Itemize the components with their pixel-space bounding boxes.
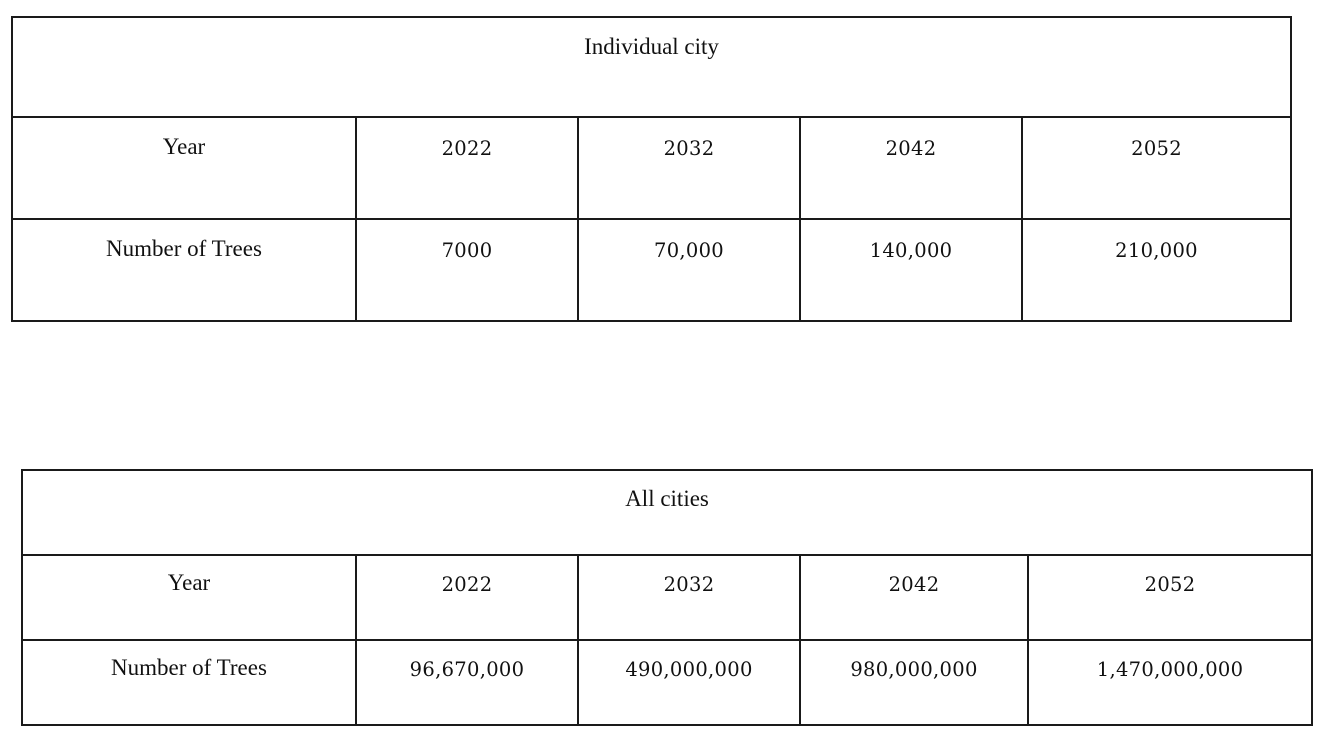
- table-row-year: Year 2022 2032 2042 2052: [11, 116, 1293, 220]
- year-cell: 2022: [355, 116, 579, 220]
- year-cell: 2042: [799, 554, 1029, 641]
- year-cell: 2042: [799, 116, 1023, 220]
- year-cell: 2022: [355, 554, 579, 641]
- trees-cell: 70,000: [577, 218, 801, 322]
- table-row-year: Year 2022 2032 2042 2052: [21, 554, 1314, 641]
- trees-cell: 1,470,000,000: [1026, 639, 1314, 726]
- individual-city-table: Individual city Year 2022 2032 2042 2052…: [10, 16, 1293, 322]
- table-title: Individual city: [10, 16, 1293, 118]
- trees-cell: 210,000: [1020, 218, 1293, 322]
- year-cell: 2052: [1020, 116, 1293, 220]
- trees-cell: 7000: [355, 218, 579, 322]
- all-cities-table: All cities Year 2022 2032 2042 2052 Numb…: [20, 469, 1314, 726]
- trees-cell: 140,000: [799, 218, 1023, 322]
- trees-cell: 490,000,000: [577, 639, 801, 726]
- table-row-trees: Number of Trees 96,670,000 490,000,000 9…: [21, 639, 1314, 726]
- year-cell: 2032: [577, 554, 801, 641]
- year-cell: 2052: [1026, 554, 1314, 641]
- row-label-year: Year: [21, 554, 357, 641]
- row-label-trees: Number of Trees: [21, 639, 357, 726]
- row-label-year: Year: [11, 116, 357, 220]
- year-cell: 2032: [577, 116, 801, 220]
- row-label-trees: Number of Trees: [11, 218, 357, 322]
- trees-cell: 96,670,000: [355, 639, 579, 726]
- table-row-trees: Number of Trees 7000 70,000 140,000 210,…: [11, 218, 1293, 322]
- trees-cell: 980,000,000: [799, 639, 1029, 726]
- table-title: All cities: [20, 469, 1314, 556]
